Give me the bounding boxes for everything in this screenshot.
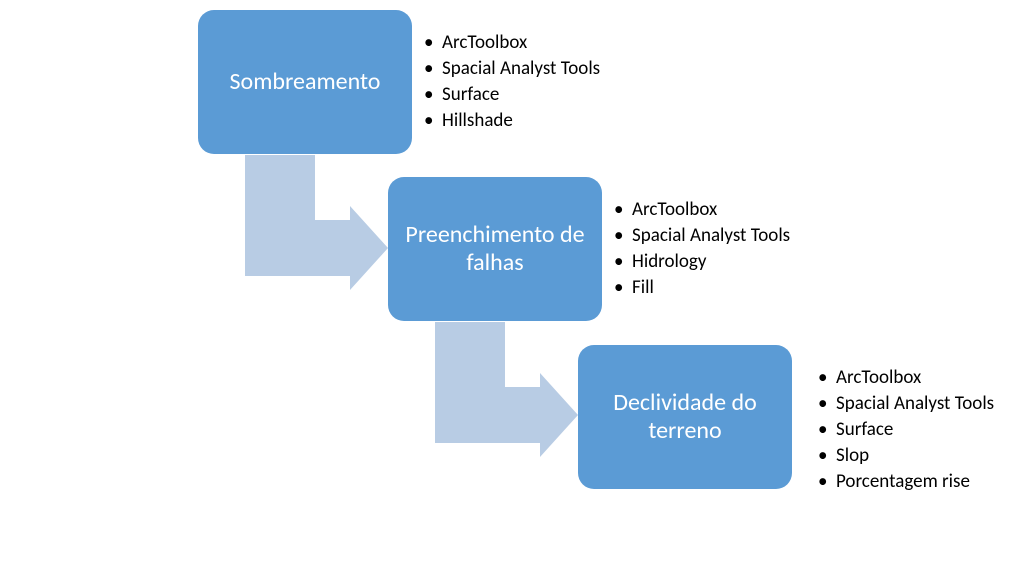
node-declividade-bullet-2: Surface — [818, 417, 994, 443]
flowchart-canvas: SombreamentoArcToolboxSpacial Analyst To… — [0, 0, 1024, 576]
node-declividade-bullet-1: Spacial Analyst Tools — [818, 391, 994, 417]
arrow-2-vertical — [435, 322, 505, 387]
node-declividade-bullet-0: ArcToolbox — [818, 365, 994, 391]
node-preenchimento: Preenchimento de falhas — [388, 177, 602, 321]
node-preenchimento-bullet-2: Hidrology — [614, 249, 790, 275]
node-declividade: Declividade do terreno — [578, 345, 792, 489]
node-sombreamento-label: Sombreamento — [230, 68, 381, 96]
arrow-2-horizontal — [435, 387, 540, 443]
arrow-1-head — [350, 206, 388, 290]
node-sombreamento-bullet-0: ArcToolbox — [424, 30, 600, 56]
node-preenchimento-bullet-1: Spacial Analyst Tools — [614, 223, 790, 249]
arrow-1-vertical — [245, 155, 315, 220]
node-declividade-bullets: ArcToolboxSpacial Analyst ToolsSurfaceSl… — [818, 365, 994, 495]
arrow-1-horizontal — [245, 220, 350, 276]
node-preenchimento-label: Preenchimento de falhas — [402, 221, 588, 276]
node-declividade-bullet-4: Porcentagem rise — [818, 469, 994, 495]
node-declividade-bullet-3: Slop — [818, 443, 994, 469]
node-sombreamento-bullet-3: Hillshade — [424, 108, 600, 134]
node-declividade-label: Declividade do terreno — [592, 389, 778, 444]
node-preenchimento-bullet-0: ArcToolbox — [614, 197, 790, 223]
node-sombreamento: Sombreamento — [198, 10, 412, 154]
node-sombreamento-bullet-1: Spacial Analyst Tools — [424, 56, 600, 82]
node-sombreamento-bullet-2: Surface — [424, 82, 600, 108]
node-sombreamento-bullets: ArcToolboxSpacial Analyst ToolsSurfaceHi… — [424, 30, 600, 134]
arrow-2-head — [540, 373, 578, 457]
node-preenchimento-bullet-3: Fill — [614, 275, 790, 301]
node-preenchimento-bullets: ArcToolboxSpacial Analyst ToolsHidrology… — [614, 197, 790, 301]
